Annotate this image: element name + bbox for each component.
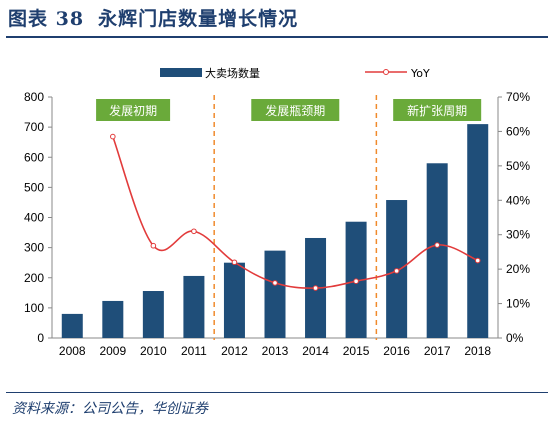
y-left-tick-label: 700 bbox=[24, 120, 44, 134]
x-tick-label: 2012 bbox=[221, 344, 248, 358]
yoy-line bbox=[112, 136, 479, 289]
x-tick-label: 2010 bbox=[140, 344, 167, 358]
figure-title-text: 永辉门店数量增长情况 bbox=[98, 8, 299, 30]
x-tick-label: 2018 bbox=[464, 344, 491, 358]
y-left-tick-label: 400 bbox=[24, 211, 44, 225]
yoy-point bbox=[150, 242, 157, 249]
y-right-tick-label: 10% bbox=[506, 297, 530, 311]
yoy-point bbox=[191, 228, 197, 235]
source-note: 资料来源：公司公告，华创证券 bbox=[12, 401, 208, 417]
y-left-tick-label: 0 bbox=[37, 331, 44, 345]
y-right-tick-label: 20% bbox=[506, 262, 530, 276]
yoy-point bbox=[312, 285, 319, 291]
legend-bar-swatch bbox=[160, 68, 202, 77]
x-tick-label: 2014 bbox=[302, 344, 329, 358]
yoy-point bbox=[231, 259, 238, 266]
y-left-tick-label: 500 bbox=[24, 180, 44, 194]
yoy-point bbox=[353, 278, 359, 284]
y-right-tick-label: 40% bbox=[506, 193, 530, 207]
source-divider bbox=[6, 392, 548, 393]
y-right-tick-label: 70% bbox=[506, 90, 530, 104]
x-tick-label: 2017 bbox=[424, 344, 451, 358]
y-right-tick-label: 30% bbox=[506, 228, 530, 242]
phase-label: 新扩张周期 bbox=[407, 103, 467, 118]
y-left-tick-label: 600 bbox=[24, 150, 44, 164]
phase-box bbox=[251, 99, 340, 121]
figure-title: 图表 38 永辉门店数量增长情况 bbox=[8, 4, 312, 34]
store-count-chart: 大卖场数量 YoY 0 100 200 300 400 500 600 700 800 0% 10% 20… bbox=[24, 66, 530, 358]
figure-number: 图表 38 bbox=[8, 8, 85, 30]
y-right-tick-label: 0% bbox=[506, 331, 524, 345]
y-right-tick-label: 60% bbox=[506, 124, 530, 138]
phase-label: 发展瓶颈期 bbox=[265, 103, 325, 118]
y-left-tick-label: 800 bbox=[24, 90, 44, 104]
x-tick-label: 2016 bbox=[383, 344, 410, 358]
bar bbox=[264, 250, 286, 338]
legend-line-marker bbox=[383, 69, 389, 75]
yoy-point bbox=[474, 257, 481, 264]
phase-box bbox=[393, 99, 482, 121]
bar bbox=[61, 313, 83, 338]
bar bbox=[223, 262, 245, 338]
phase-box bbox=[96, 99, 171, 121]
y-left-tick-label: 200 bbox=[24, 271, 44, 285]
y-right-tick-label: 50% bbox=[506, 159, 530, 173]
yoy-point bbox=[393, 268, 400, 274]
bar bbox=[426, 163, 448, 338]
x-tick-label: 2009 bbox=[99, 344, 126, 358]
legend-bar-label: 大卖场数量 bbox=[205, 66, 260, 80]
title-divider bbox=[6, 36, 548, 38]
bar bbox=[102, 300, 124, 338]
x-tick-label: 2013 bbox=[262, 344, 289, 358]
yoy-point bbox=[110, 133, 116, 140]
phase-label: 发展初期 bbox=[109, 103, 157, 118]
legend-line-label: YoY bbox=[410, 67, 430, 80]
y-left-tick-label: 100 bbox=[24, 301, 44, 315]
yoy-point bbox=[434, 242, 440, 248]
x-tick-label: 2008 bbox=[59, 344, 86, 358]
bar bbox=[183, 275, 205, 338]
yoy-point bbox=[272, 280, 278, 286]
x-tick-label: 2011 bbox=[181, 344, 207, 358]
bar bbox=[467, 124, 489, 338]
bar bbox=[142, 291, 164, 338]
y-left-tick-label: 300 bbox=[24, 241, 44, 255]
x-tick-label: 2015 bbox=[343, 344, 370, 358]
